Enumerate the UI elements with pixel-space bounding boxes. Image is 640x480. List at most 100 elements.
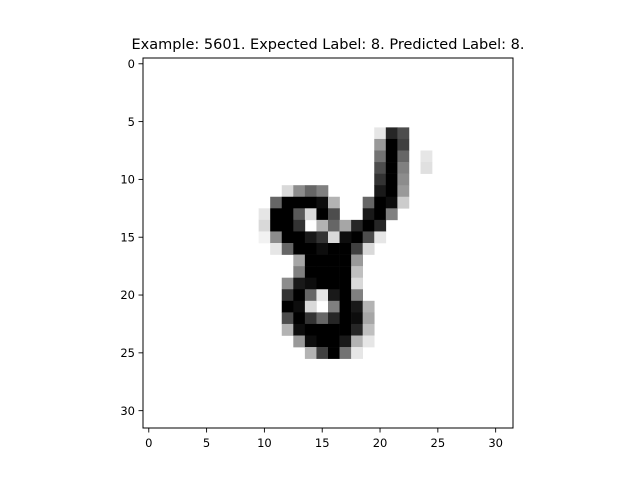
x-tick-label: 15 [315,436,330,450]
image-pixel [397,138,410,151]
image-pixel [362,300,375,313]
image-pixel [374,173,387,186]
image-pixel [374,208,387,221]
image-pixel [351,231,363,244]
image-pixel [304,277,317,290]
image-pixel [374,219,387,232]
image-pixel [328,335,340,348]
image-pixel [316,323,329,336]
image-pixel [328,289,340,302]
image-pixel [293,289,306,302]
image-pixel [304,254,317,267]
image-pixel [374,185,387,198]
image-pixel [304,266,317,278]
image-pixel [397,162,410,174]
image-pixel [339,323,352,336]
image-pixel [362,312,375,325]
image-pixel [397,196,410,209]
image-pixel [328,196,340,209]
image-pixel [339,300,352,313]
image-pixel [351,312,363,325]
image-pixel [316,266,329,278]
x-tick-label: 25 [431,436,446,450]
image-pixel [374,162,387,174]
image-pixel [281,289,294,302]
image-pixel [293,323,306,336]
image-pixel [374,231,387,244]
image-pixel [328,277,340,290]
image-cells [258,127,433,359]
image-pixel [351,347,363,359]
image-pixel [397,173,410,186]
image-pixel [270,231,283,244]
image-pixel [328,231,340,244]
image-pixel [397,185,410,198]
image-pixel [304,312,317,325]
image-pixel [339,219,352,232]
image-pixel [281,208,294,221]
image-pixel [316,347,329,359]
y-tick-label: 25 [120,346,135,360]
image-pixel [304,231,317,244]
image-pixel [304,300,317,313]
image-pixel [328,219,340,232]
image-pixel [270,196,283,209]
image-pixel [351,219,363,232]
image-pixel [385,162,398,174]
image-pixel [351,289,363,302]
x-tick-label: 0 [145,436,152,450]
image-pixel [293,277,306,290]
image-pixel [316,208,329,221]
image-pixel [293,196,306,209]
image-pixel [316,185,329,198]
image-pixel [258,231,271,244]
image-pixel [270,219,283,232]
image-pixel [362,323,375,336]
image-pixel [339,277,352,290]
image-pixel [281,277,294,290]
image-pixel [328,323,340,336]
image-pixel [316,196,329,209]
image-pixel [281,300,294,313]
image-pixel [385,127,398,140]
image-pixel [374,138,387,151]
image-pixel [316,231,329,244]
image-pixel [328,208,340,221]
image-pixel [293,231,306,244]
image-pixel [304,208,317,221]
image-pixel [328,312,340,325]
image-pixel [362,231,375,244]
image-pixel [304,243,317,255]
image-pixel [362,196,375,209]
y-tick-label: 30 [120,404,135,418]
image-pixel [362,243,375,255]
y-tick-label: 15 [120,230,135,244]
axes-frame [142,57,514,429]
image-pixel [339,312,352,325]
y-tick-label: 10 [120,173,135,187]
image-pixel [328,266,340,278]
image-pixel [328,254,340,267]
y-axis: 0 5 10 15 20 25 30 [120,57,143,418]
image-pixel [339,231,352,244]
image-pixel [281,196,294,209]
image-pixel [293,266,306,278]
x-tick-label: 5 [203,436,210,450]
image-pixel [316,277,329,290]
chart-title: Example: 5601. Expected Label: 8. Predic… [132,37,525,53]
y-tick-label: 5 [128,115,135,129]
image-pixel [293,219,306,232]
image-pixel [374,196,387,209]
image-pixel [316,312,329,325]
image-pixel [258,208,271,221]
image-pixel [281,219,294,232]
image-pixel [374,150,387,163]
image-pixel [281,323,294,336]
image-pixel [304,289,317,302]
image-pixel [362,208,375,221]
image-pixel [304,323,317,336]
image-pixel [339,289,352,302]
image-pixel [351,300,363,313]
image-pixel [339,266,352,278]
